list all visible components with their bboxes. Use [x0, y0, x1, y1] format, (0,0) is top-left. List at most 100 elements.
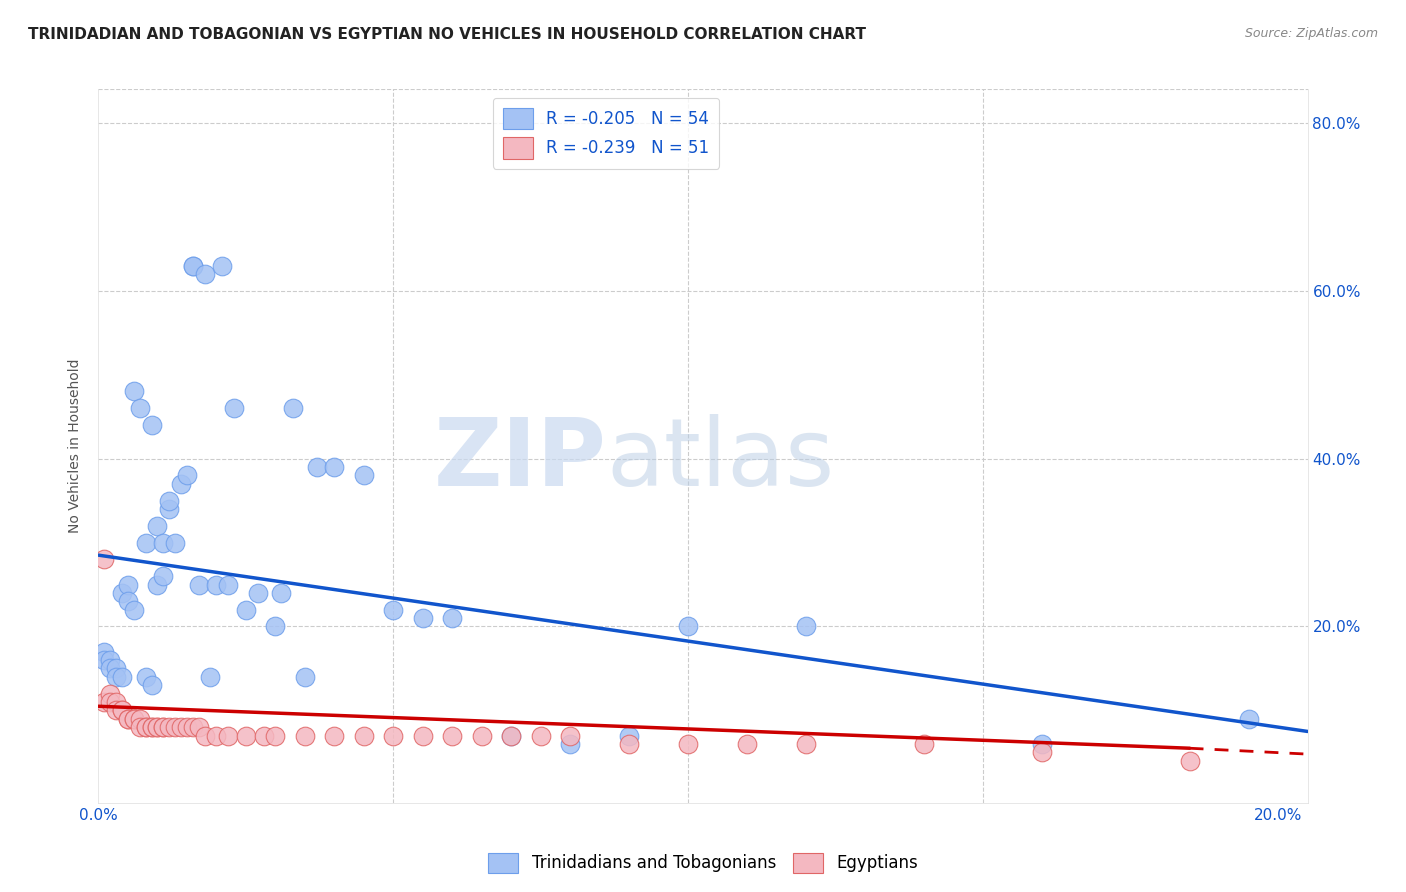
Point — [205, 577, 228, 591]
Point — [194, 267, 217, 281]
Point — [794, 737, 817, 751]
Text: atlas: atlas — [606, 414, 835, 507]
Point — [98, 695, 121, 709]
Point — [246, 586, 269, 600]
Point — [111, 703, 134, 717]
Point — [117, 577, 139, 591]
Point — [305, 460, 328, 475]
Point — [281, 401, 304, 416]
Point — [187, 720, 209, 734]
Point — [222, 401, 245, 416]
Point — [382, 729, 405, 743]
Point — [294, 670, 316, 684]
Point — [678, 619, 700, 633]
Point — [501, 729, 523, 743]
Point — [264, 729, 287, 743]
Point — [353, 468, 375, 483]
Point — [105, 670, 128, 684]
Point — [146, 518, 169, 533]
Legend: R = -0.205   N = 54, R = -0.239   N = 51: R = -0.205 N = 54, R = -0.239 N = 51 — [494, 97, 720, 169]
Point — [323, 729, 346, 743]
Point — [111, 703, 134, 717]
Point — [619, 737, 641, 751]
Point — [1178, 754, 1201, 768]
Point — [146, 720, 169, 734]
Point — [530, 729, 553, 743]
Point — [105, 695, 128, 709]
Point — [165, 720, 187, 734]
Point — [93, 645, 115, 659]
Point — [471, 729, 494, 743]
Point — [128, 401, 150, 416]
Point — [170, 476, 193, 491]
Point — [235, 603, 257, 617]
Point — [382, 603, 405, 617]
Point — [194, 729, 217, 743]
Point — [152, 720, 174, 734]
Point — [93, 695, 115, 709]
Point — [170, 720, 193, 734]
Point — [122, 712, 145, 726]
Point — [152, 535, 174, 549]
Point — [181, 720, 204, 734]
Point — [93, 552, 115, 566]
Point — [157, 720, 180, 734]
Point — [217, 577, 239, 591]
Point — [117, 712, 139, 726]
Point — [264, 619, 287, 633]
Point — [217, 729, 239, 743]
Point — [93, 653, 115, 667]
Point — [270, 586, 292, 600]
Point — [135, 720, 157, 734]
Point — [501, 729, 523, 743]
Point — [98, 687, 121, 701]
Point — [678, 737, 700, 751]
Point — [323, 460, 346, 475]
Point — [111, 586, 134, 600]
Point — [560, 737, 582, 751]
Point — [176, 720, 198, 734]
Point — [181, 259, 204, 273]
Point — [141, 678, 163, 692]
Point — [235, 729, 257, 743]
Point — [122, 603, 145, 617]
Point — [141, 720, 163, 734]
Point — [252, 729, 274, 743]
Point — [619, 729, 641, 743]
Point — [152, 569, 174, 583]
Point — [122, 712, 145, 726]
Text: ZIP: ZIP — [433, 414, 606, 507]
Point — [412, 611, 434, 625]
Point — [135, 670, 157, 684]
Point — [146, 577, 169, 591]
Point — [205, 729, 228, 743]
Point — [135, 720, 157, 734]
Point — [135, 535, 157, 549]
Point — [794, 619, 817, 633]
Point — [735, 737, 758, 751]
Point — [105, 703, 128, 717]
Point — [122, 384, 145, 399]
Point — [117, 712, 139, 726]
Point — [560, 729, 582, 743]
Point — [353, 729, 375, 743]
Point — [181, 259, 204, 273]
Point — [165, 535, 187, 549]
Point — [187, 577, 209, 591]
Point — [1237, 712, 1260, 726]
Point — [912, 737, 935, 751]
Point — [128, 720, 150, 734]
Text: TRINIDADIAN AND TOBAGONIAN VS EGYPTIAN NO VEHICLES IN HOUSEHOLD CORRELATION CHAR: TRINIDADIAN AND TOBAGONIAN VS EGYPTIAN N… — [28, 27, 866, 42]
Point — [1031, 746, 1053, 760]
Point — [152, 720, 174, 734]
Point — [441, 729, 464, 743]
Point — [176, 468, 198, 483]
Text: Source: ZipAtlas.com: Source: ZipAtlas.com — [1244, 27, 1378, 40]
Point — [98, 653, 121, 667]
Point — [117, 594, 139, 608]
Point — [200, 670, 222, 684]
Point — [211, 259, 233, 273]
Point — [111, 670, 134, 684]
Point — [146, 720, 169, 734]
Point — [441, 611, 464, 625]
